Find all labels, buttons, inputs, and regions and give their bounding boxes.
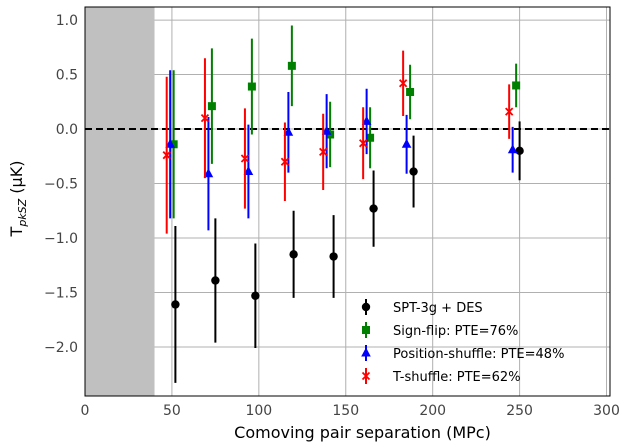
- data-point: [369, 204, 378, 213]
- data-point: [280, 157, 290, 166]
- shaded-region: [85, 7, 155, 396]
- legend-label: Sign-flip: PTE=76%: [393, 324, 518, 339]
- legend: SPT-3g + DES Sign-flip: PTE=76% Position-s…: [361, 299, 564, 385]
- series-3: [162, 50, 514, 234]
- data-point: [319, 147, 328, 157]
- legend-item: T-shuffle: PTE=62%: [361, 368, 521, 385]
- data-point: [289, 250, 298, 259]
- legend-item: Position-shuffle: PTE=48%: [361, 345, 564, 362]
- legend-label: Position-shuffle: PTE=48%: [393, 347, 564, 362]
- y-axis-title: TpkSZ (μK): [7, 161, 29, 238]
- data-point: [169, 140, 178, 149]
- y-tick-label: −0.5: [44, 177, 78, 193]
- x-tick-label: 100: [245, 403, 272, 419]
- data-point: [247, 82, 256, 91]
- x-tick-label: 50: [163, 403, 181, 419]
- data-point: [406, 87, 415, 96]
- data-point: [359, 139, 368, 148]
- legend-label: T-shuffle: PTE=62%: [392, 370, 521, 385]
- data-point: [240, 154, 250, 163]
- x-axis-title: Comoving pair separation (MPc): [234, 423, 491, 442]
- legend-marker: [361, 302, 371, 312]
- y-tick-label: −2.0: [44, 340, 78, 356]
- data-point: [505, 107, 514, 116]
- legend-label: SPT-3g + DES: [393, 301, 483, 316]
- data-point: [171, 300, 180, 309]
- x-tick-label: 250: [506, 403, 533, 419]
- data-point: [283, 126, 294, 136]
- data-point: [401, 138, 412, 148]
- data-point: [211, 276, 220, 285]
- x-tick-label: 200: [419, 403, 446, 419]
- legend-item: SPT-3g + DES: [361, 299, 483, 316]
- legend-marker: [361, 347, 371, 357]
- y-tick-label: −1.5: [44, 285, 78, 301]
- y-tick-label: 1.0: [56, 13, 78, 29]
- legend-marker: [361, 371, 371, 381]
- data-point: [243, 166, 254, 176]
- plot-background: [85, 7, 610, 396]
- y-tick-label: 0.5: [56, 68, 78, 84]
- series-0: [171, 121, 524, 383]
- data-point: [329, 252, 338, 261]
- data-point: [287, 61, 296, 70]
- data-point: [515, 146, 524, 156]
- series-2: [165, 70, 518, 231]
- plot-frame: [84, 6, 611, 397]
- data-point: [207, 102, 216, 111]
- data-point: [165, 138, 175, 148]
- x-tick-label: 300: [593, 403, 620, 419]
- data-point: [251, 291, 260, 300]
- x-tick-label: 150: [332, 403, 359, 419]
- legend-item: Sign-flip: PTE=76%: [362, 322, 518, 339]
- data-point: [507, 144, 518, 154]
- data-point: [321, 125, 332, 135]
- legend-marker: [362, 326, 370, 334]
- x-tick-label: 0: [81, 403, 90, 419]
- data-point: [162, 151, 171, 160]
- data-point: [361, 115, 372, 125]
- y-tick-label: 0.0: [56, 122, 78, 138]
- data-point: [203, 168, 214, 178]
- data-point: [398, 79, 408, 88]
- data-point: [200, 114, 210, 123]
- data-layer: [162, 25, 524, 383]
- data-point: [409, 167, 418, 176]
- data-point: [512, 81, 521, 90]
- data-point: [366, 133, 375, 142]
- y-tick-label: −1.0: [44, 231, 78, 247]
